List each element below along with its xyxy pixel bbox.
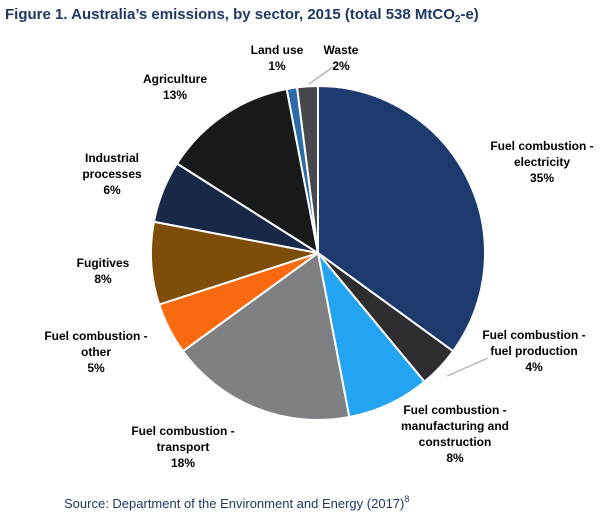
slice-label-text: construction (418, 435, 492, 449)
slice-pct-text: 13% (162, 88, 188, 102)
source-caption: Source: Department of the Environment an… (64, 494, 409, 511)
slice-pct-text: 4% (525, 360, 543, 374)
slice-label-land-use: Land use 1% (251, 42, 304, 74)
figure-title-subscript: 2 (454, 14, 461, 25)
slice-label-electricity: Fuel combustion - electricity 35% (490, 138, 593, 186)
slice-label-waste: Waste 2% (324, 42, 359, 74)
slice-pct-text: 18% (170, 456, 196, 470)
slice-label-other: Fuel combustion - other 5% (44, 328, 147, 376)
slice-label-transport: Fuel combustion - transport 18% (131, 423, 234, 471)
slice-pct-text: 2% (332, 59, 350, 73)
slice-pct-text: 5% (87, 361, 105, 375)
slice-pct-text: 1% (268, 59, 286, 73)
slice-label-text: other (81, 345, 111, 359)
pie-slice-waste (296, 85, 319, 254)
slice-label-text: Fugitives (76, 256, 130, 270)
slice-pct-text: 35% (529, 171, 555, 185)
source-caption-footnote: 8 (404, 494, 410, 504)
slice-pct-text: 8% (94, 272, 112, 286)
slice-pct-text: 8% (446, 451, 464, 465)
slice-label-text: Fuel combustion - (490, 139, 594, 153)
slice-label-fugitives: Fugitives 8% (77, 255, 130, 287)
slice-label-agriculture: Agriculture 13% (143, 71, 207, 103)
slice-label-text: Waste (323, 43, 359, 57)
pie-slice-electricity (317, 85, 487, 353)
slice-label-text: processes (82, 167, 142, 181)
pie-slice-agriculture (176, 87, 319, 254)
figure-title-suffix: -e) (460, 6, 479, 23)
slice-label-text: Fuel combustion - (403, 403, 507, 417)
slice-label-text: Land use (250, 43, 304, 57)
slice-label-fuel-production: Fuel combustion - fuel production 4% (482, 327, 585, 375)
slice-label-text: electricity (513, 155, 571, 169)
slice-label-text: Industrial (84, 151, 139, 165)
slice-label-text: Agriculture (142, 72, 208, 86)
pie-slice-transport (181, 252, 351, 421)
slice-label-text: fuel production (490, 344, 578, 358)
fuel-production-leader-line (446, 357, 489, 377)
slice-label-text: manufacturing and (400, 419, 510, 433)
waste-leader-line (308, 66, 334, 85)
figure-title: Figure 1. Australia’s emissions, by sect… (5, 6, 585, 25)
slice-label-text: Fuel combustion - (482, 328, 586, 342)
source-caption-text: Source: Department of the Environment an… (64, 496, 405, 511)
slice-label-industrial: Industrial processes 6% (82, 150, 141, 198)
slice-pct-text: 6% (103, 183, 121, 197)
slice-label-text: transport (156, 440, 210, 454)
figure-title-text: Figure 1. Australia’s emissions, by sect… (5, 6, 455, 23)
slice-label-text: Fuel combustion - (131, 424, 235, 438)
slice-label-manufacturing: Fuel combustion - manufacturing and constr… (401, 402, 509, 466)
slice-label-text: Fuel combustion - (44, 329, 148, 343)
